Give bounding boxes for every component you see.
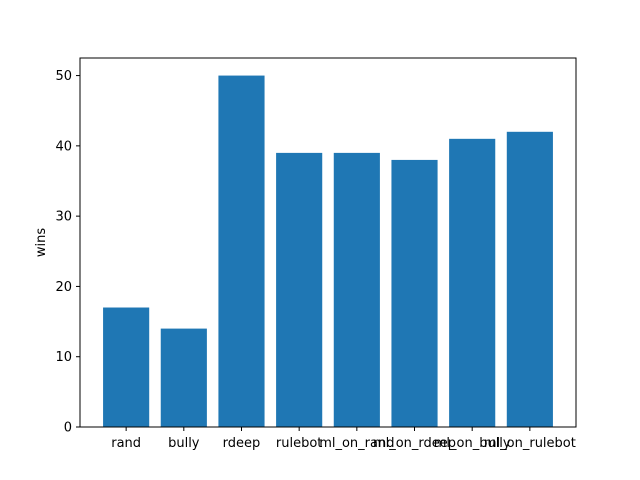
x-tick-label: ml_on_rulebot [484, 436, 576, 451]
y-tick-label: 10 [55, 350, 72, 365]
bar-ml_on_rulebot [506, 131, 553, 428]
x-tick-label: rand [111, 436, 141, 451]
y-tick-label: 40 [55, 139, 72, 154]
x-tick-label: ml_on_rdeep [373, 436, 456, 451]
y-tick-label: 30 [55, 210, 72, 225]
bar-rulebot [276, 152, 323, 427]
y-axis: 0 10 20 30 40 50 [55, 69, 80, 436]
bar-rdeep [218, 75, 265, 428]
y-tick-label: 50 [55, 69, 72, 84]
x-tick-label: ml_on_bully [434, 436, 511, 451]
y-axis-label: wins [34, 228, 49, 257]
bar-ml_on_rand [333, 152, 380, 427]
x-tick-label: bully [168, 436, 200, 451]
x-tick-label: rulebot [276, 436, 323, 451]
x-tick-label: rdeep [223, 436, 261, 451]
y-tick-label: 0 [64, 421, 72, 436]
plot-frame [79, 57, 577, 428]
x-tick-label: ml_on_rand [319, 436, 394, 451]
bar-rand [103, 307, 150, 427]
bars-layer [103, 75, 553, 428]
bar-ml_on_rdeep [391, 159, 438, 427]
bar-ml_on_bully [449, 138, 496, 428]
x-axis: rand bully rdeep rulebotml_on_randml_on_rde… [111, 427, 576, 451]
bar-bully [160, 328, 207, 427]
y-tick-label: 20 [55, 280, 72, 295]
